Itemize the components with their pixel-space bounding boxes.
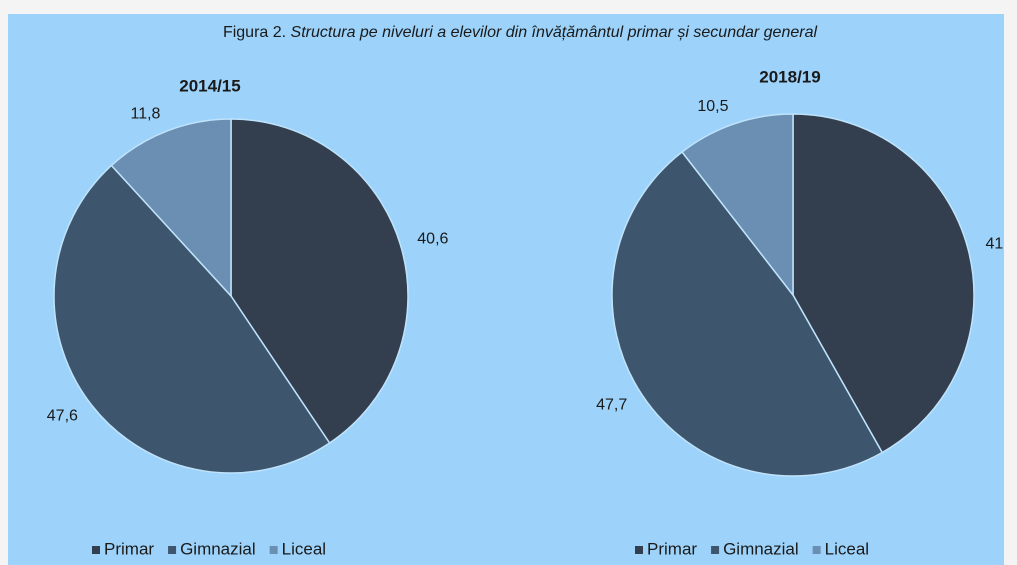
data-label: 47,6 [47, 408, 78, 425]
data-label: 40,6 [417, 231, 448, 248]
pie-slice [53, 164, 331, 474]
legend-label: Liceal [282, 539, 326, 558]
data-label: 47,7 [596, 397, 627, 414]
pie-title: 2014/15 [179, 76, 240, 95]
pie-slice [792, 113, 975, 454]
pie-slice [611, 150, 884, 477]
legend-swatch [168, 546, 177, 554]
title-prefix: Figura 2. [223, 24, 286, 41]
legend-swatch [92, 546, 100, 554]
legend-label: Gimnazial [723, 539, 799, 558]
pie-slice [681, 113, 794, 298]
pie-slice [110, 118, 232, 298]
legend-label: Primar [647, 539, 697, 558]
legend-label: Gimnazial [180, 539, 256, 558]
legend-swatch [635, 546, 643, 554]
legend-label: Primar [104, 539, 154, 558]
title-text: Structura pe niveluri a elevilor din înv… [291, 24, 818, 41]
data-label: 10,5 [697, 98, 728, 115]
pie-slice [230, 118, 409, 445]
plot-area: Figura 2. Structura pe niveluri a elevil… [8, 14, 1017, 565]
legend-label: Liceal [825, 539, 869, 558]
pie-title: 2018/19 [759, 67, 820, 86]
legend-swatch [269, 546, 278, 554]
legend-swatch [812, 546, 821, 554]
data-label: 11,8 [131, 106, 161, 123]
figure-title: Figura 2. Structura pe niveluri a elevil… [223, 24, 818, 41]
data-label: 41,8 [986, 235, 1017, 252]
legend-swatch [711, 546, 720, 554]
